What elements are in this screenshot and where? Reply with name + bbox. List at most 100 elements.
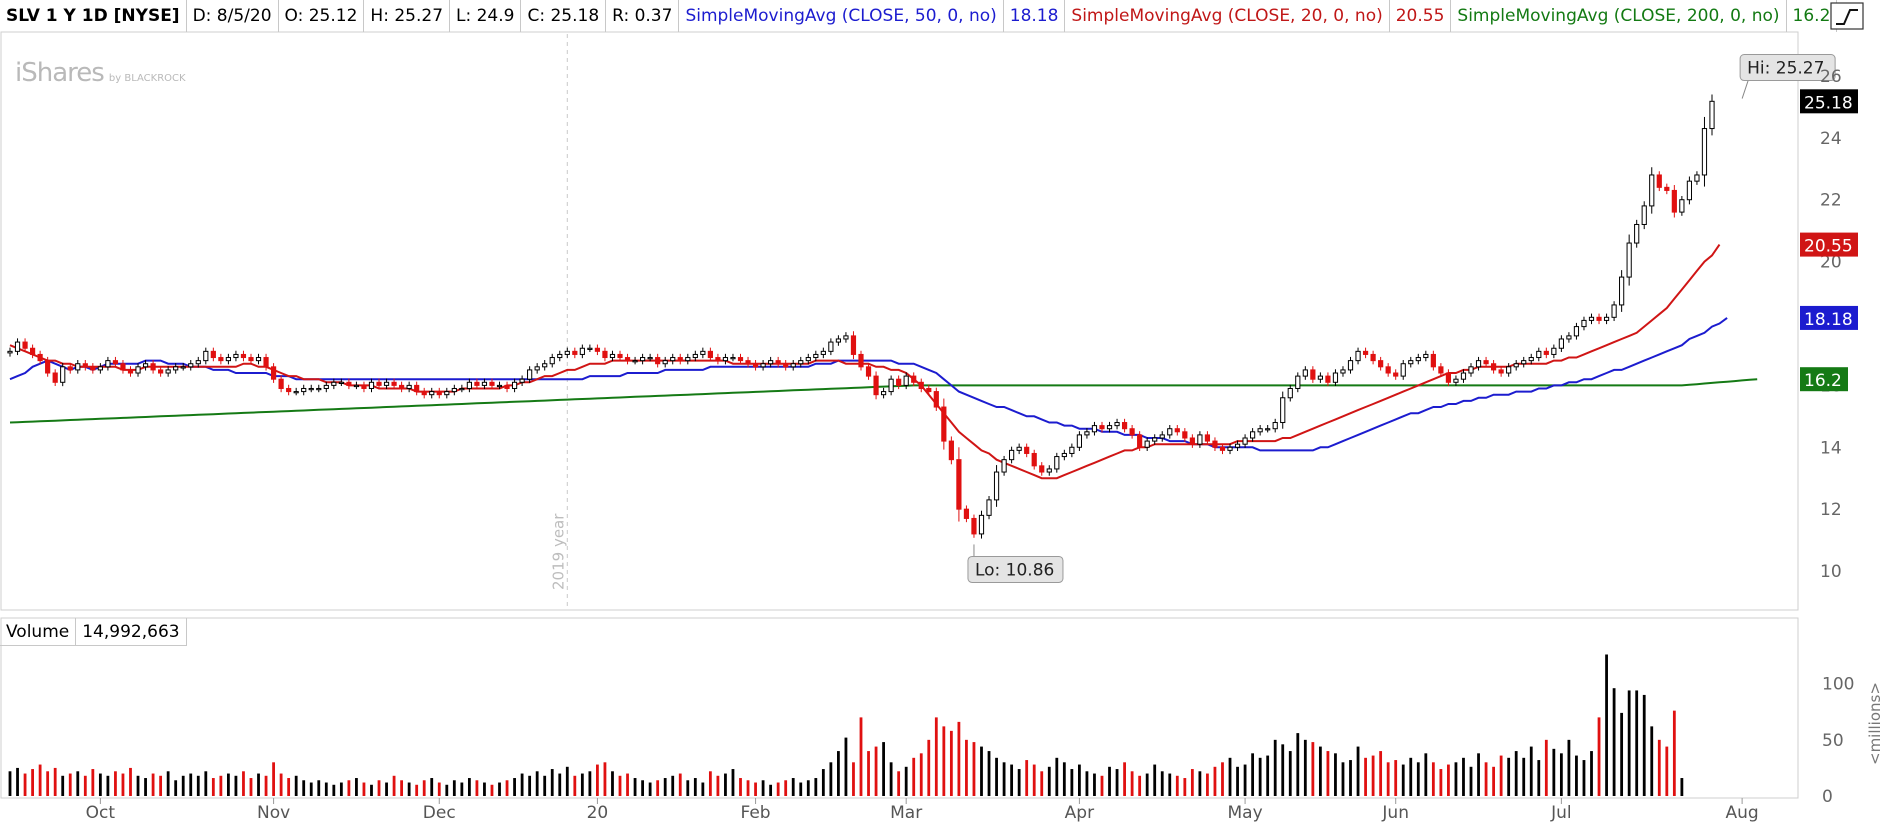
price-axis-tick: 10 [1820, 562, 1842, 582]
sma200-line [9, 378, 1758, 424]
candle [1069, 443, 1075, 458]
candle [1016, 443, 1022, 455]
candle-body [903, 375, 909, 386]
volume-bar [995, 757, 998, 796]
candle [383, 378, 390, 390]
candle-body [1069, 446, 1075, 454]
candle [1302, 366, 1308, 380]
candle-body [1619, 276, 1625, 306]
candle-body [1317, 375, 1323, 380]
volume-bar [693, 778, 697, 796]
candle-body [210, 350, 216, 359]
drawing-tool-icon[interactable] [1830, 2, 1864, 30]
candle-body [218, 357, 224, 362]
candle-body [22, 341, 28, 349]
volume-bar [671, 775, 675, 796]
volume-bar [1612, 688, 1616, 796]
volume-bar [535, 771, 539, 796]
candle-body [451, 387, 457, 393]
candle [1408, 356, 1414, 368]
candle-body [1611, 304, 1617, 318]
price-axis-tick: 14 [1820, 438, 1842, 458]
candle [316, 384, 322, 393]
volume-bar [1032, 764, 1036, 796]
candle-body [308, 387, 314, 391]
sma50-study-label[interactable]: SimpleMovingAvg (CLOSE, 50, 0, no) [679, 0, 1004, 32]
volume-bar [264, 775, 268, 796]
candle-body [1378, 360, 1384, 368]
candle [1430, 350, 1436, 371]
candle-body [165, 369, 171, 374]
candle-body [7, 350, 13, 354]
candle-body [768, 360, 774, 365]
volume-bar [1642, 694, 1646, 796]
volume-bar [656, 780, 660, 796]
candle-body [783, 363, 789, 368]
high-annotation: Hi: 25.27 [1739, 54, 1836, 99]
volume-bar [415, 784, 419, 796]
last-value-label-sma200: 16.2 [1800, 367, 1848, 392]
candle-body [1031, 452, 1037, 467]
volume-bar [106, 775, 110, 796]
volume-bar [121, 773, 125, 796]
candle-body [549, 357, 555, 365]
x-axis-tick: Jun [1381, 803, 1409, 823]
candle-body [1370, 353, 1376, 362]
candle [338, 378, 344, 387]
volume-bar [739, 778, 742, 796]
candle [677, 353, 683, 365]
candle-body [534, 366, 540, 371]
candle-body [1528, 357, 1534, 362]
candle-body [293, 391, 299, 394]
candle [180, 363, 186, 371]
volume-bar [1236, 766, 1239, 796]
candle [1054, 452, 1060, 473]
candle-body [14, 341, 21, 352]
volume-bar [46, 771, 50, 796]
volume-label[interactable]: Volume [0, 618, 77, 646]
volume-bar [550, 769, 554, 796]
volume-bar [596, 764, 599, 796]
candle [368, 378, 375, 393]
x-axis-tick: Mar [890, 803, 922, 823]
volume-bar [1394, 760, 1398, 796]
volume-bar [68, 773, 72, 796]
volume-bar [1559, 753, 1563, 796]
volume-bar [844, 737, 848, 796]
candle-body [436, 391, 442, 396]
sma200-study-label[interactable]: SimpleMovingAvg (CLOSE, 200, 0, no) [1451, 0, 1787, 32]
volume-bar [942, 726, 946, 796]
volume-bar [1672, 710, 1676, 796]
sma20-line [9, 244, 1721, 480]
candle-body [956, 459, 962, 510]
candle [1340, 366, 1346, 377]
candle [1483, 356, 1489, 368]
candle-body [805, 357, 811, 362]
volume-bar [23, 773, 27, 796]
candle-body [1543, 350, 1549, 355]
candle-body [1106, 425, 1113, 430]
candle [737, 353, 744, 365]
volume-bar [362, 782, 366, 796]
volume-bar [83, 775, 87, 796]
volume-bar [874, 746, 878, 796]
volume-bar [1341, 762, 1345, 796]
volume-bar [1040, 771, 1044, 796]
ishares-logo: iShares by BLACKROCK [15, 58, 186, 88]
candle-body [926, 387, 932, 393]
x-axis-tick: Oct [86, 803, 116, 823]
candle [158, 366, 164, 377]
price-axis-tick: 26 [1820, 67, 1842, 87]
volume-bar [1680, 778, 1684, 796]
candle-body [225, 357, 231, 362]
volume-bar [1303, 739, 1307, 796]
candle [1362, 347, 1369, 359]
candle [993, 465, 1000, 507]
volume-bar [949, 730, 953, 796]
candle-body [1694, 174, 1700, 182]
candle-body [1310, 369, 1316, 380]
sma20-study-label[interactable]: SimpleMovingAvg (CLOSE, 20, 0, no) [1065, 0, 1390, 32]
volume-bar [1409, 757, 1413, 796]
volume-axis-tick: 50 [1822, 731, 1844, 751]
symbol-label[interactable]: SLV 1 Y 1D [NYSE] [0, 0, 187, 32]
